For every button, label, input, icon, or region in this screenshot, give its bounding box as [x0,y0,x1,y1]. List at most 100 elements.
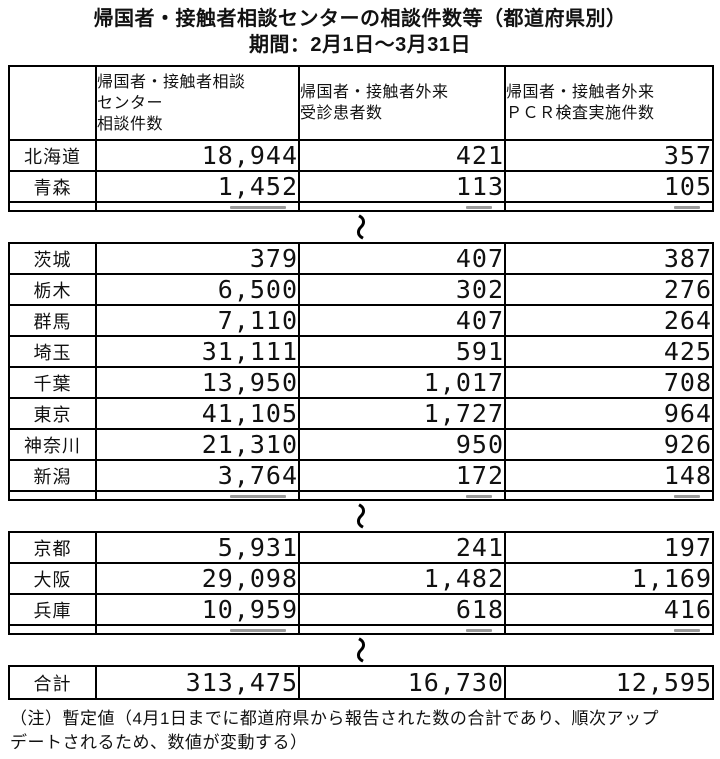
value-cell: 708 [504,366,714,399]
value-cell: 964 [504,397,714,430]
table-row: 大阪 29,098 1,482 1,169 [8,562,714,595]
value-cell: 16,730 [298,665,506,700]
header-line: 帰国者・接触者外来 [300,84,449,101]
value-cell: 12,595 [504,665,714,700]
table-row: 千葉 13,950 1,017 708 [8,366,714,399]
header-line: センター [97,94,164,112]
table-row: 京都 5,931 241 197 [8,531,714,564]
value-cell: 172 [298,459,506,492]
cut-digits [466,628,492,632]
value-cell: 41,105 [95,397,300,430]
value-cell: 113 [298,170,506,203]
value-cell: 13,950 [95,366,300,399]
cut-digits [674,494,700,498]
prefecture-cell: 茨城 [8,242,97,275]
cut-digits [230,628,286,632]
clipped-value-cell [504,201,714,211]
cut-digits [674,205,700,209]
prefecture-cell: 京都 [8,531,97,564]
value-cell: 7,110 [95,304,300,337]
page-subtitle: 期間：2月1日～3月31日 [248,34,472,56]
table-row: 栃木 6,500 302 276 [8,273,714,306]
prefecture-cell: 栃木 [8,273,97,306]
value-cell: 10,959 [95,593,300,626]
clipped-row [8,201,714,211]
header-prefecture-cell [8,65,97,141]
table-sections: 帰国者・接触者相談 センター 相談件数 帰国者・接触者外来 受診患者数 帰国者・接触者外来… [8,65,714,700]
cut-digits [466,205,492,209]
clipped-value-cell [298,624,506,634]
value-cell: 276 [504,273,714,306]
cut-digits [674,628,700,632]
total-label-cell: 合計 [8,665,97,700]
cut-digits [466,494,492,498]
prefecture-cell: 埼玉 [8,335,97,368]
table-row: 兵庫 10,959 618 416 [8,593,714,626]
table-row: 北海道 18,944 421 357 [8,139,714,172]
header-row: 帰国者・接触者相談 センター 相談件数 帰国者・接触者外来 受診患者数 帰国者・接触者外来… [8,65,714,141]
value-cell: 29,098 [95,562,300,595]
value-cell: 357 [504,139,714,172]
prefecture-cell: 群馬 [8,304,97,337]
clipped-prefecture-cell [8,624,97,634]
value-cell: 591 [298,335,506,368]
data-table-section-4: 合計 313,475 16,730 12,595 [8,665,714,700]
clipped-value-cell [95,490,300,500]
data-table-section-2: 茨城 379 407 387 栃木 6,500 302 276 群馬 7,110 407 264 埼玉 3… [8,242,714,501]
value-cell: 302 [298,273,506,306]
value-cell: 148 [504,459,714,492]
value-cell: 1,017 [298,366,506,399]
value-cell: 618 [298,593,506,626]
page-title: 帰国者・接触者相談センターの相談件数等（都道府県別） [93,8,627,30]
total-row: 合計 313,475 16,730 12,595 [8,665,714,700]
clipped-value-cell [95,201,300,211]
prefecture-cell: 北海道 [8,139,97,172]
value-cell: 264 [504,304,714,337]
ellipsis-wave-divider: ～ [8,212,712,242]
value-cell: 379 [95,242,300,275]
clipped-value-cell [504,624,714,634]
clipped-value-cell [504,490,714,500]
value-cell: 421 [298,139,506,172]
table-row: 埼玉 31,111 591 425 [8,335,714,368]
value-cell: 950 [298,428,506,461]
value-cell: 387 [504,242,714,275]
value-cell: 407 [298,242,506,275]
header-cell-3: 帰国者・接触者外来 ＰＣＲ検査実施件数 [504,65,714,141]
cut-digits [230,494,286,498]
value-cell: 407 [298,304,506,337]
header-line: 帰国者・接触者相談 [97,73,246,91]
value-cell: 3,764 [95,459,300,492]
prefecture-cell: 東京 [8,397,97,430]
data-table-section-1: 帰国者・接触者相談 センター 相談件数 帰国者・接触者外来 受診患者数 帰国者・接触者外来… [8,65,714,212]
value-cell: 6,500 [95,273,300,306]
value-cell: 416 [504,593,714,626]
header-line: 受診患者数 [300,105,383,122]
prefecture-cell: 青森 [8,170,97,203]
value-cell: 926 [504,428,714,461]
value-cell: 313,475 [95,665,300,700]
table-row: 青森 1,452 113 105 [8,170,714,203]
value-cell: 5,931 [95,531,300,564]
value-cell: 241 [298,531,506,564]
wave-symbol: ～ [344,502,375,530]
ellipsis-wave-divider: ～ [8,635,712,665]
wave-symbol: ～ [344,213,375,241]
table-row: 新潟 3,764 172 148 [8,459,714,492]
prefecture-cell: 新潟 [8,459,97,492]
value-cell: 1,727 [298,397,506,430]
value-cell: 1,169 [504,562,714,595]
value-cell: 105 [504,170,714,203]
header-line: 帰国者・接触者外来 [506,84,655,101]
prefecture-cell: 大阪 [8,562,97,595]
clipped-prefecture-cell [8,490,97,500]
value-cell: 18,944 [95,139,300,172]
table-row: 茨城 379 407 387 [8,242,714,275]
data-table-section-3: 京都 5,931 241 197 大阪 29,098 1,482 1,169 兵庫 10,959 6… [8,531,714,635]
header-cell-1: 帰国者・接触者相談 センター 相談件数 [95,65,300,141]
cut-digits [230,205,286,209]
clipped-value-cell [298,490,506,500]
footnote: （注）暫定値（4月1日までに都道府県から報告された数の合計であり、順次アップ デ… [10,707,710,755]
prefecture-cell: 兵庫 [8,593,97,626]
